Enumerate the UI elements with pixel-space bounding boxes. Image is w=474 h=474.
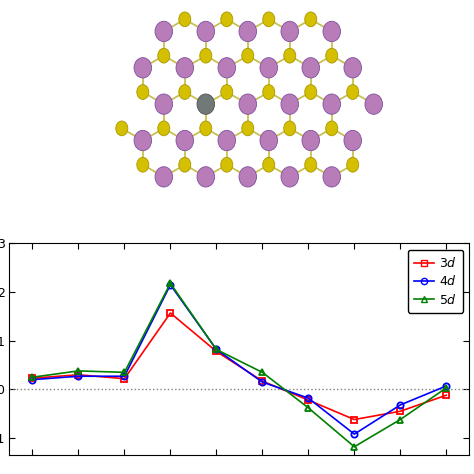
Ellipse shape (242, 48, 254, 63)
Ellipse shape (302, 130, 319, 151)
Ellipse shape (365, 94, 383, 114)
Ellipse shape (242, 121, 254, 136)
Ellipse shape (176, 58, 193, 78)
Ellipse shape (346, 85, 359, 100)
Ellipse shape (323, 94, 340, 114)
Ellipse shape (263, 157, 275, 172)
Ellipse shape (284, 48, 296, 63)
Ellipse shape (179, 85, 191, 100)
Ellipse shape (281, 167, 299, 187)
Legend: 3$d$, 4$d$, 5$d$: 3$d$, 4$d$, 5$d$ (408, 250, 463, 313)
Ellipse shape (221, 157, 233, 172)
Ellipse shape (155, 167, 173, 187)
Ellipse shape (197, 21, 215, 42)
Ellipse shape (179, 12, 191, 27)
Ellipse shape (158, 48, 170, 63)
Ellipse shape (281, 94, 299, 114)
Ellipse shape (281, 21, 299, 42)
Ellipse shape (302, 58, 319, 78)
Ellipse shape (344, 58, 362, 78)
Ellipse shape (155, 21, 173, 42)
Ellipse shape (137, 85, 149, 100)
Ellipse shape (218, 130, 236, 151)
Ellipse shape (326, 121, 338, 136)
Ellipse shape (116, 121, 128, 136)
Ellipse shape (218, 58, 236, 78)
Ellipse shape (197, 167, 215, 187)
Ellipse shape (200, 48, 212, 63)
Ellipse shape (221, 85, 233, 100)
Ellipse shape (305, 85, 317, 100)
Ellipse shape (176, 130, 193, 151)
Ellipse shape (263, 12, 275, 27)
Ellipse shape (323, 21, 340, 42)
Ellipse shape (260, 58, 278, 78)
Ellipse shape (221, 12, 233, 27)
Ellipse shape (134, 130, 152, 151)
Ellipse shape (346, 157, 359, 172)
Ellipse shape (197, 94, 215, 114)
Ellipse shape (260, 130, 278, 151)
Ellipse shape (284, 121, 296, 136)
Ellipse shape (179, 157, 191, 172)
Ellipse shape (155, 94, 173, 114)
Ellipse shape (263, 85, 275, 100)
Ellipse shape (323, 167, 340, 187)
Ellipse shape (344, 130, 362, 151)
Ellipse shape (239, 94, 256, 114)
Ellipse shape (326, 48, 338, 63)
Ellipse shape (239, 21, 256, 42)
Ellipse shape (305, 157, 317, 172)
Ellipse shape (158, 121, 170, 136)
Ellipse shape (137, 157, 149, 172)
Ellipse shape (305, 12, 317, 27)
Ellipse shape (134, 58, 152, 78)
Ellipse shape (200, 121, 212, 136)
Ellipse shape (239, 167, 256, 187)
